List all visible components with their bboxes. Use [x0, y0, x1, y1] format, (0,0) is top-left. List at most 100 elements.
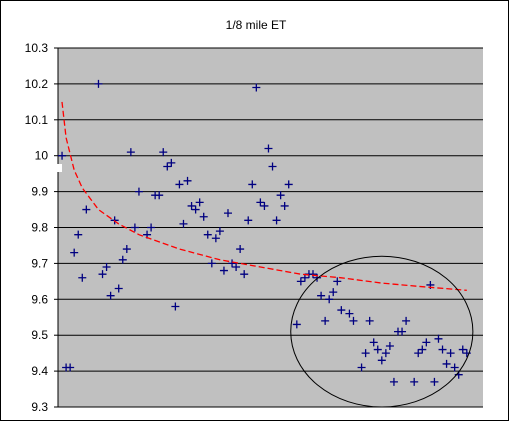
data-point [345, 309, 354, 318]
white-marker-artifact [55, 164, 62, 172]
y-tick-label: 9.8 [31, 221, 48, 235]
data-point [317, 291, 326, 300]
data-point [244, 216, 253, 225]
data-point [102, 262, 111, 271]
data-point [224, 209, 232, 218]
data-point [398, 327, 407, 336]
data-point [114, 284, 123, 293]
data-point [422, 338, 431, 347]
data-point [118, 255, 127, 264]
data-point [252, 83, 261, 92]
data-point [442, 359, 451, 368]
axes [54, 47, 483, 408]
data-point [373, 345, 382, 354]
data-point [191, 205, 200, 214]
data-point [98, 270, 107, 279]
data-point [78, 273, 87, 282]
data-point [195, 198, 204, 207]
data-point [264, 144, 273, 153]
data-point [211, 234, 220, 243]
data-point [321, 316, 330, 325]
data-point [329, 288, 338, 297]
data-point [438, 345, 447, 354]
data-point [94, 79, 103, 88]
data-point [134, 187, 143, 196]
data-point [240, 270, 249, 279]
y-tick-label: 9.9 [31, 185, 48, 199]
data-point [446, 349, 455, 358]
data-point [203, 230, 212, 239]
y-tick-label: 10.3 [25, 41, 49, 55]
data-point [385, 341, 394, 350]
data-point [228, 259, 237, 268]
chart-title: 1/8 mile ET [226, 18, 287, 32]
data-points [58, 79, 471, 386]
data-point [183, 176, 192, 185]
data-point [296, 277, 305, 286]
data-point [337, 306, 346, 315]
annotation-ellipse [290, 255, 474, 408]
y-tick-label: 9.7 [31, 256, 48, 270]
y-tick-label: 10.2 [25, 77, 49, 91]
data-point [248, 180, 257, 189]
data-point [236, 245, 245, 254]
data-point [122, 245, 131, 254]
data-point [179, 219, 188, 228]
data-point [256, 198, 265, 207]
data-point [147, 223, 156, 232]
data-point [377, 356, 386, 365]
data-point [284, 180, 293, 189]
data-point [260, 201, 269, 210]
data-point [361, 349, 370, 358]
data-point [66, 363, 75, 372]
data-point [276, 191, 285, 200]
trendline [61, 101, 467, 291]
data-point [333, 277, 342, 286]
y-tick-label: 9.3 [31, 400, 48, 414]
data-point [365, 316, 374, 325]
data-point [309, 270, 317, 279]
y-axis-tick-labels: 9.3 9.4 9.5 9.6 9.7 9.8 9.9 10 10.1 10.2 10.3 [25, 41, 49, 414]
data-point [159, 148, 168, 157]
data-point [458, 345, 467, 354]
data-point [130, 223, 139, 232]
data-point [325, 295, 334, 304]
data-point [155, 191, 164, 200]
data-point [199, 212, 208, 221]
data-point [292, 320, 301, 329]
data-point [280, 201, 289, 210]
data-point [402, 316, 411, 325]
data-point [434, 334, 443, 343]
data-point [349, 316, 358, 325]
data-point [175, 180, 184, 189]
data-point [450, 363, 459, 372]
data-point [82, 205, 91, 214]
data-point [163, 162, 172, 171]
data-point [414, 349, 423, 358]
data-point [357, 363, 366, 372]
gridlines [58, 47, 483, 372]
data-point [74, 230, 83, 239]
data-point [430, 377, 439, 386]
y-tick-label: 9.6 [31, 292, 48, 306]
data-point [369, 338, 378, 347]
data-point [381, 349, 390, 358]
data-point [215, 227, 224, 236]
data-point [232, 262, 241, 271]
y-tick-label: 9.4 [31, 364, 48, 378]
y-tick-label: 10 [35, 149, 49, 163]
data-point [171, 302, 180, 311]
y-tick-label: 10.1 [25, 113, 49, 127]
data-point [207, 259, 216, 268]
y-tick-label: 9.5 [31, 328, 48, 342]
data-point [410, 377, 419, 386]
data-point [389, 377, 398, 386]
data-point [58, 151, 67, 160]
data-point [268, 162, 277, 171]
data-point [272, 216, 281, 225]
data-point [167, 158, 176, 167]
data-point [418, 345, 427, 354]
data-point [219, 266, 228, 275]
